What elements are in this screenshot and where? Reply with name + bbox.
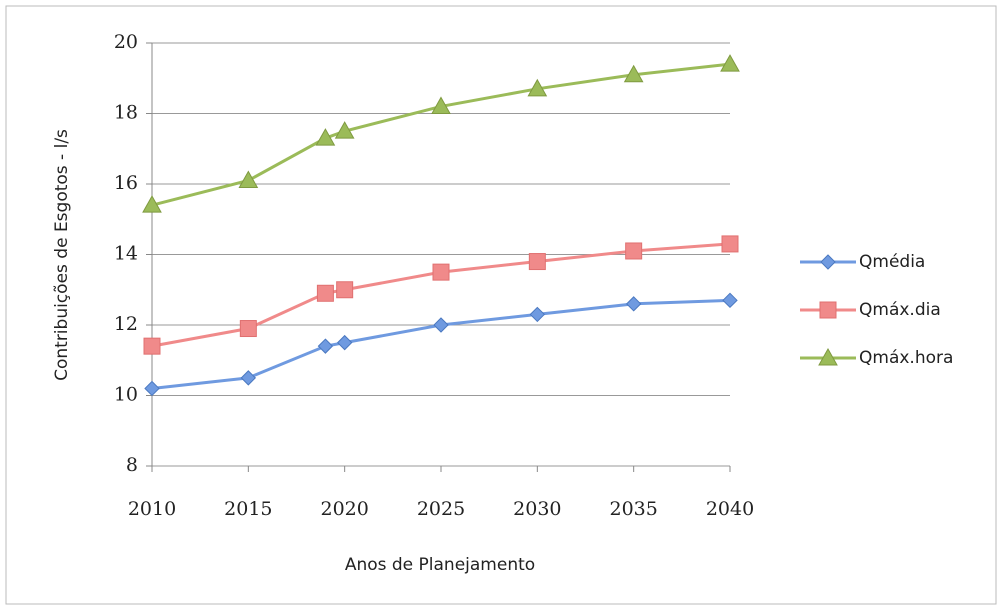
- series-line: [151, 298, 731, 390]
- x-tick-label: 2040: [706, 498, 754, 520]
- x-tick-label: 2015: [224, 498, 272, 520]
- legend-label: Qmédia: [859, 252, 925, 272]
- data-point: [721, 235, 739, 253]
- data-point: [238, 170, 259, 188]
- data-point: [315, 128, 336, 146]
- x-tick-label: 2025: [417, 498, 465, 520]
- legend-label: Qmáx.dia: [859, 300, 941, 320]
- data-point: [317, 338, 334, 354]
- y-tick-label: 14: [114, 243, 138, 265]
- data-point: [142, 195, 162, 213]
- y-tick-label: 8: [126, 454, 138, 476]
- data-point: [143, 337, 161, 355]
- data-point: [722, 292, 738, 309]
- data-point: [239, 320, 257, 338]
- data-point: [432, 263, 450, 281]
- data-point: [336, 281, 354, 299]
- y-tick-label: 18: [114, 102, 138, 124]
- y-tick-label: 10: [114, 384, 138, 406]
- data-point: [431, 96, 451, 114]
- series-line: [151, 62, 731, 207]
- data-point: [336, 334, 353, 351]
- legend-marker: [819, 301, 837, 319]
- data-point: [625, 296, 642, 312]
- legend-marker: [820, 254, 836, 270]
- data-point: [144, 380, 160, 397]
- data-point: [240, 370, 257, 386]
- x-tick-label: 2020: [320, 498, 368, 520]
- data-point: [433, 317, 449, 333]
- x-tick-label: 2010: [128, 498, 176, 520]
- data-point: [623, 64, 644, 83]
- x-tick-label: 2035: [609, 498, 657, 520]
- y-tick-label: 20: [114, 31, 138, 53]
- data-point: [720, 54, 740, 72]
- legend-label: Qmáx.hora: [859, 348, 953, 368]
- y-tick-label: 12: [114, 313, 138, 335]
- series-line: [151, 242, 731, 348]
- x-axis-label: Anos de Planejamento: [345, 555, 535, 575]
- data-point: [529, 306, 546, 323]
- y-tick-label: 16: [114, 172, 138, 194]
- data-point: [528, 253, 546, 271]
- data-point: [334, 121, 355, 139]
- y-axis-label: Contribuições de Esgotos - l/s: [52, 129, 72, 381]
- x-tick-label: 2030: [513, 498, 561, 520]
- data-point: [316, 284, 334, 302]
- data-point: [625, 242, 643, 260]
- data-point: [527, 78, 548, 97]
- legend-marker: [818, 347, 838, 366]
